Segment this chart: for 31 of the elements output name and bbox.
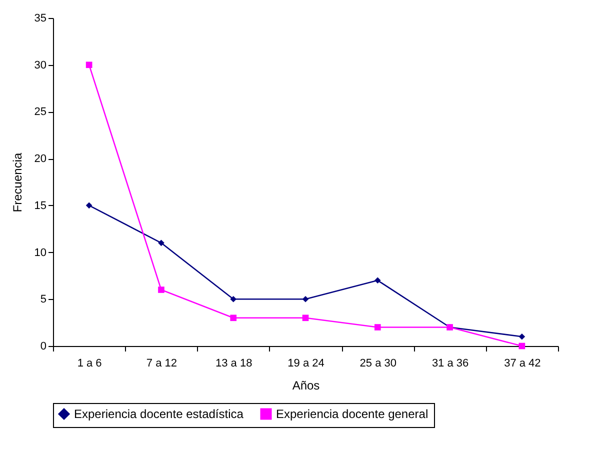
y-tick-label: 10 bbox=[34, 246, 46, 259]
x-axis-title: Años bbox=[292, 378, 320, 392]
point bbox=[302, 296, 309, 302]
y-tick-label: 35 bbox=[34, 12, 46, 24]
point bbox=[86, 62, 92, 68]
x-tick-label: 19 a 24 bbox=[288, 358, 324, 370]
x-tick-label: 1 a 6 bbox=[77, 358, 102, 370]
point bbox=[374, 277, 381, 284]
point bbox=[158, 286, 164, 293]
y-tick-label: 5 bbox=[40, 294, 46, 306]
point bbox=[374, 324, 381, 330]
point bbox=[230, 296, 237, 302]
y-tick-label: 0 bbox=[40, 340, 46, 352]
x-tick-label: 7 a 12 bbox=[146, 358, 178, 370]
y-tick-label: 15 bbox=[34, 200, 46, 212]
x-tick-label: 25 a 30 bbox=[360, 358, 396, 370]
point bbox=[230, 314, 237, 322]
x-tick-label: 13 a 18 bbox=[216, 358, 252, 370]
y-tick-label: 30 bbox=[34, 59, 46, 72]
point bbox=[158, 240, 164, 246]
x-tick-label: 31 a 36 bbox=[432, 358, 469, 370]
y-tick-label: 20 bbox=[34, 153, 46, 166]
y-axis-title: Frecuencia bbox=[10, 152, 24, 212]
legend-label: Experiencia docente estadística bbox=[74, 407, 244, 421]
point bbox=[518, 342, 526, 350]
x-tick-label: 37 a 42 bbox=[504, 358, 541, 370]
point bbox=[86, 202, 92, 209]
y-tick-label: 25 bbox=[34, 106, 46, 118]
legend-label: Experiencia docente general bbox=[276, 407, 428, 421]
point bbox=[302, 314, 309, 322]
point bbox=[518, 333, 526, 340]
